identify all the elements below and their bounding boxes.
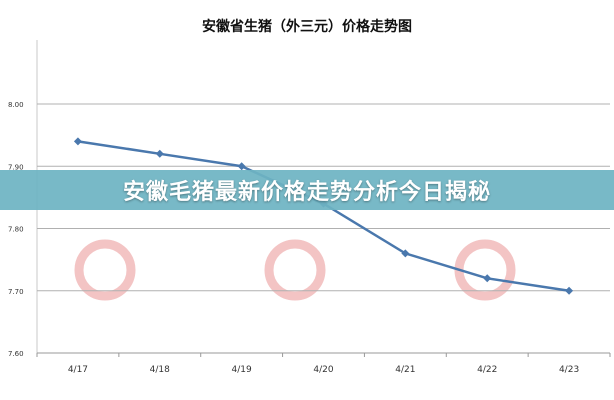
- x-tick-label: 4/19: [232, 365, 252, 375]
- chart-title: 安徽省生猪（外三元）价格走势图: [202, 19, 412, 35]
- watermark-logo-icon: [74, 239, 136, 301]
- x-tick-label: 4/18: [150, 365, 170, 375]
- x-tick-label: 4/21: [395, 365, 415, 375]
- data-point: [155, 149, 164, 158]
- headline-text: 安徽毛猪最新价格走势分析今日揭秘: [122, 180, 491, 205]
- x-tick-label: 4/20: [313, 365, 333, 375]
- y-tick-label: 8.00: [8, 101, 24, 109]
- data-point: [565, 286, 574, 295]
- y-tick-label: 7.70: [8, 288, 24, 296]
- data-point: [237, 162, 246, 171]
- x-tick-label: 4/22: [477, 365, 497, 375]
- data-point: [483, 274, 492, 283]
- y-tick-label: 7.90: [8, 163, 24, 171]
- watermark-logo-icon: [264, 239, 326, 301]
- headline-banner: 安徽毛猪最新价格走势分析今日揭秘: [0, 170, 614, 210]
- watermark-logo-icon: [454, 239, 516, 301]
- data-point: [73, 137, 82, 146]
- y-tick-label: 7.80: [8, 226, 24, 234]
- data-point: [401, 249, 410, 258]
- x-tick-label: 4/17: [68, 365, 88, 375]
- x-tick-label: 4/23: [559, 365, 579, 375]
- y-tick-label: 7.60: [8, 350, 24, 358]
